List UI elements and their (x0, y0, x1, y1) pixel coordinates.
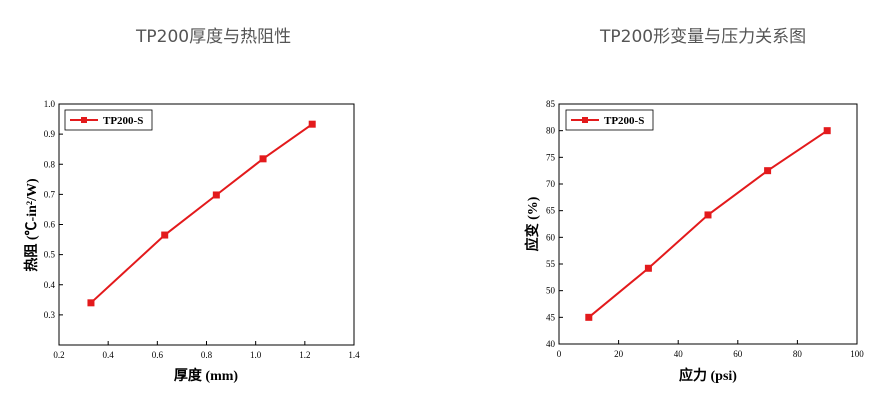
chart2-y-tick-label: 65 (546, 206, 556, 216)
chart2-y-tick-label: 80 (546, 126, 556, 136)
chart1-x-tick-label: 0.4 (103, 350, 115, 360)
chart1: 0.2 0.4 0.6 0.8 1.0 1.2 1.4 0.3 0.4 0.5 0.6 0.7 0.8 0… (23, 99, 360, 384)
chart1-y-tick-label: 0.5 (44, 250, 56, 260)
chart2-x-tick-label: 60 (733, 349, 743, 359)
chart2-data-point (644, 264, 652, 272)
chart2: 0 20 40 60 80 100 40 45 50 55 60 65 70 75 80 85 TP200-S… (524, 99, 864, 384)
chart2-y-tick-label: 60 (546, 232, 556, 242)
chart2-y-tick-label: 70 (546, 179, 556, 189)
chart1-y-tick-label: 1.0 (44, 99, 56, 109)
chart1-legend: TP200-S (64, 109, 153, 131)
chart2-y-tick-label: 50 (546, 286, 556, 296)
chart1-y-tick-label: 0.3 (44, 310, 56, 320)
chart1-x-tick-label: 1.4 (348, 350, 360, 360)
chart1-x-axis-label: 厚度 (mm) (174, 367, 238, 384)
chart2-x-tick-label: 0 (557, 349, 562, 359)
chart1-data-point (212, 191, 220, 199)
chart2-x-tick-label: 100 (850, 349, 864, 359)
chart2-data-point (764, 167, 772, 175)
chart1-x-tick-label: 0.6 (152, 350, 164, 360)
chart2-y-tick-label: 40 (546, 339, 556, 349)
chart1-legend-marker (81, 117, 87, 123)
chart1-y-tick-label: 0.8 (44, 159, 56, 169)
chart2-x-tick-label: 80 (793, 349, 803, 359)
chart1-title: TP200厚度与热阻性 (136, 27, 292, 47)
chart1-data-point (308, 120, 316, 128)
chart2-x-tick-label: 40 (674, 349, 684, 359)
chart1-data-point (87, 299, 95, 307)
chart1-legend-box (64, 109, 153, 131)
chart2-legend-marker (582, 117, 588, 123)
chart1-x-tick-label: 0.2 (53, 350, 64, 360)
chart1-x-tick-label: 1.2 (299, 350, 310, 360)
chart2-legend-label: TP200-S (604, 115, 644, 127)
chart2-y-tick-label: 85 (546, 99, 556, 109)
chart2-y-tick-label: 75 (546, 152, 556, 162)
chart1-y-tick-label: 0.9 (44, 129, 56, 139)
chart1-x-tick-label: 0.8 (201, 350, 213, 360)
chart2-y-axis-label: 应变 (%) (524, 196, 541, 251)
chart1-y-tick-label: 0.6 (44, 220, 56, 230)
chart2-legend: TP200-S (565, 109, 654, 131)
chart2-plot-frame (558, 103, 858, 345)
chart2-data-point (585, 313, 593, 321)
chart2-series-line (588, 129, 828, 319)
chart1-plot-frame (58, 103, 355, 346)
chart1-y-axis-label: 热阻 (℃-in²/W) (23, 178, 40, 272)
chart2-y-tick-label: 55 (546, 259, 556, 269)
chart1-data-point (259, 155, 267, 163)
chart1-x-tick-label: 1.0 (250, 350, 262, 360)
chart2-y-tick-label: 45 (546, 312, 556, 322)
chart2-title: TP200形变量与压力关系图 (600, 27, 807, 47)
chart2-x-tick-label: 20 (614, 349, 624, 359)
chart2-data-point (823, 127, 831, 135)
chart1-series-line (90, 123, 313, 304)
chart1-y-tick-label: 0.4 (44, 280, 56, 290)
chart1-data-point (161, 231, 169, 239)
chart2-x-axis-label: 应力 (psi) (679, 367, 737, 384)
chart2-legend-box (565, 109, 654, 131)
chart2-data-point (704, 211, 712, 219)
chart1-legend-label: TP200-S (103, 115, 143, 127)
chart1-y-tick-label: 0.7 (44, 189, 56, 199)
